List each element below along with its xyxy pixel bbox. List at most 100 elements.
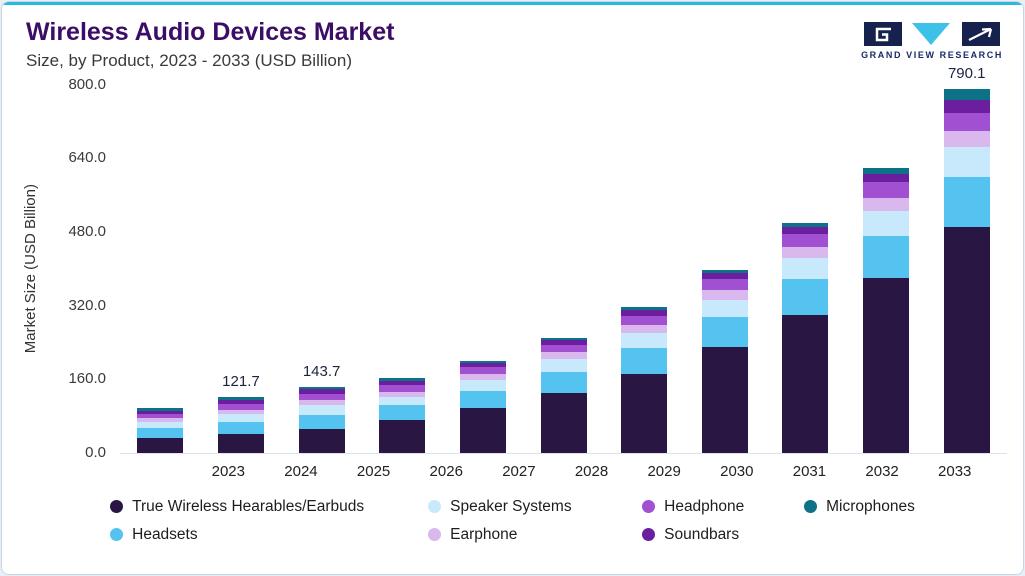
bar-segment[interactable] <box>540 340 587 345</box>
bar-segment[interactable] <box>298 428 345 453</box>
bar-segment[interactable] <box>459 379 506 391</box>
bar-segment[interactable] <box>459 373 506 380</box>
bar-group-2030 <box>684 85 765 453</box>
bar-segment[interactable] <box>137 418 184 422</box>
bar-segment[interactable] <box>540 372 587 393</box>
bar-segment[interactable] <box>701 269 748 274</box>
bar-segment[interactable] <box>217 421 264 435</box>
bar-segment[interactable] <box>782 246 829 259</box>
bar-segment[interactable] <box>137 410 184 414</box>
bar-segment[interactable] <box>379 405 426 420</box>
bar-segment[interactable] <box>621 348 668 374</box>
bar-segment[interactable] <box>943 146 990 177</box>
bar-stack[interactable] <box>540 337 587 453</box>
bar-segment[interactable] <box>379 419 426 453</box>
bar-segment[interactable] <box>621 315 668 325</box>
bar-segment[interactable] <box>137 428 184 439</box>
bar-stack[interactable] <box>379 377 426 453</box>
bar-segment[interactable] <box>863 277 910 453</box>
bar-segment[interactable] <box>137 421 184 429</box>
bar-segment[interactable] <box>782 222 829 228</box>
bar-segment[interactable] <box>943 112 990 132</box>
bar-segment[interactable] <box>782 314 829 453</box>
bar-segment[interactable] <box>863 210 910 236</box>
bar-segment[interactable] <box>379 385 426 392</box>
legend-item[interactable]: Microphones <box>804 498 915 516</box>
bar-stack[interactable] <box>137 408 184 453</box>
bar-segment[interactable] <box>459 363 506 367</box>
bar-segment[interactable] <box>217 434 264 453</box>
legend-item[interactable]: Soundbars <box>642 526 804 544</box>
bar-segment[interactable] <box>298 393 345 401</box>
bar-segment[interactable] <box>137 413 184 419</box>
bar-segment[interactable] <box>540 392 587 453</box>
bar-segment[interactable] <box>782 234 829 247</box>
bar-segment[interactable] <box>217 409 264 415</box>
bar-segment[interactable] <box>298 414 345 429</box>
bar-segment[interactable] <box>540 344 587 353</box>
bar-segment[interactable] <box>540 337 587 341</box>
bar-segment[interactable] <box>863 173 910 183</box>
bar-segment[interactable] <box>217 414 264 422</box>
bar-segment[interactable] <box>701 346 748 453</box>
bar-segment[interactable] <box>701 299 748 318</box>
bar-segment[interactable] <box>943 176 990 228</box>
bar-stack[interactable] <box>298 386 345 453</box>
bar-stack[interactable] <box>943 89 990 453</box>
grand-view-research-logo[interactable]: GRAND VIEW RESEARCH <box>861 21 1003 60</box>
bar-segment[interactable] <box>621 324 668 334</box>
bar-segment[interactable] <box>701 317 748 347</box>
bar-segment[interactable] <box>943 89 990 100</box>
bar-segment[interactable] <box>298 386 345 390</box>
bar-segment[interactable] <box>459 360 506 364</box>
legend-item[interactable]: True Wireless Hearables/Earbuds <box>110 498 428 516</box>
bar-segment[interactable] <box>943 227 990 453</box>
bar-segment[interactable] <box>621 333 668 349</box>
bar-segment[interactable] <box>379 381 426 386</box>
bar-stack[interactable] <box>782 222 829 453</box>
bar-segment[interactable] <box>379 391 426 397</box>
bar-segment[interactable] <box>782 278 829 315</box>
bar-segment[interactable] <box>621 310 668 316</box>
x-axis-label: 2027 <box>502 462 536 480</box>
bar-segment[interactable] <box>298 389 345 394</box>
legend-item[interactable]: Headsets <box>110 526 428 544</box>
bar-segment[interactable] <box>217 403 264 410</box>
bar-stack[interactable] <box>621 306 668 453</box>
bar-segment[interactable] <box>701 289 748 300</box>
bar-segment[interactable] <box>379 396 426 406</box>
bar-segment[interactable] <box>943 100 990 113</box>
bar-segment[interactable] <box>459 366 506 374</box>
legend-item[interactable]: Headphone <box>642 498 804 516</box>
bar-segment[interactable] <box>137 438 184 453</box>
bar-stack[interactable] <box>459 360 506 453</box>
bar-segment[interactable] <box>137 408 184 411</box>
bar-value-label: 121.7 <box>222 372 260 390</box>
bar-segment[interactable] <box>943 131 990 147</box>
bar-segment[interactable] <box>379 377 426 382</box>
bar-segment[interactable] <box>540 359 587 373</box>
bar-segment[interactable] <box>459 390 506 409</box>
bar-segment[interactable] <box>863 235 910 278</box>
bar-stack[interactable] <box>863 167 910 453</box>
bar-segment[interactable] <box>863 167 910 174</box>
bar-segment[interactable] <box>459 408 506 453</box>
bar-segment[interactable] <box>863 197 910 211</box>
bar-stack[interactable] <box>217 396 264 453</box>
bar-segment[interactable] <box>701 279 748 290</box>
bar-segment[interactable] <box>217 399 264 404</box>
bar-segment[interactable] <box>782 258 829 279</box>
bar-segment[interactable] <box>298 400 345 406</box>
bar-segment[interactable] <box>621 306 668 311</box>
legend-item[interactable]: Earphone <box>428 526 642 544</box>
bar-segment[interactable] <box>621 373 668 453</box>
bar-segment[interactable] <box>782 227 829 235</box>
bar-segment[interactable] <box>863 182 910 198</box>
bar-stack[interactable] <box>701 269 748 453</box>
bar-group-2026 <box>362 85 443 453</box>
bar-segment[interactable] <box>217 396 264 400</box>
bar-segment[interactable] <box>298 405 345 415</box>
bar-segment[interactable] <box>701 273 748 280</box>
bar-segment[interactable] <box>540 352 587 360</box>
legend-item[interactable]: Speaker Systems <box>428 498 642 516</box>
